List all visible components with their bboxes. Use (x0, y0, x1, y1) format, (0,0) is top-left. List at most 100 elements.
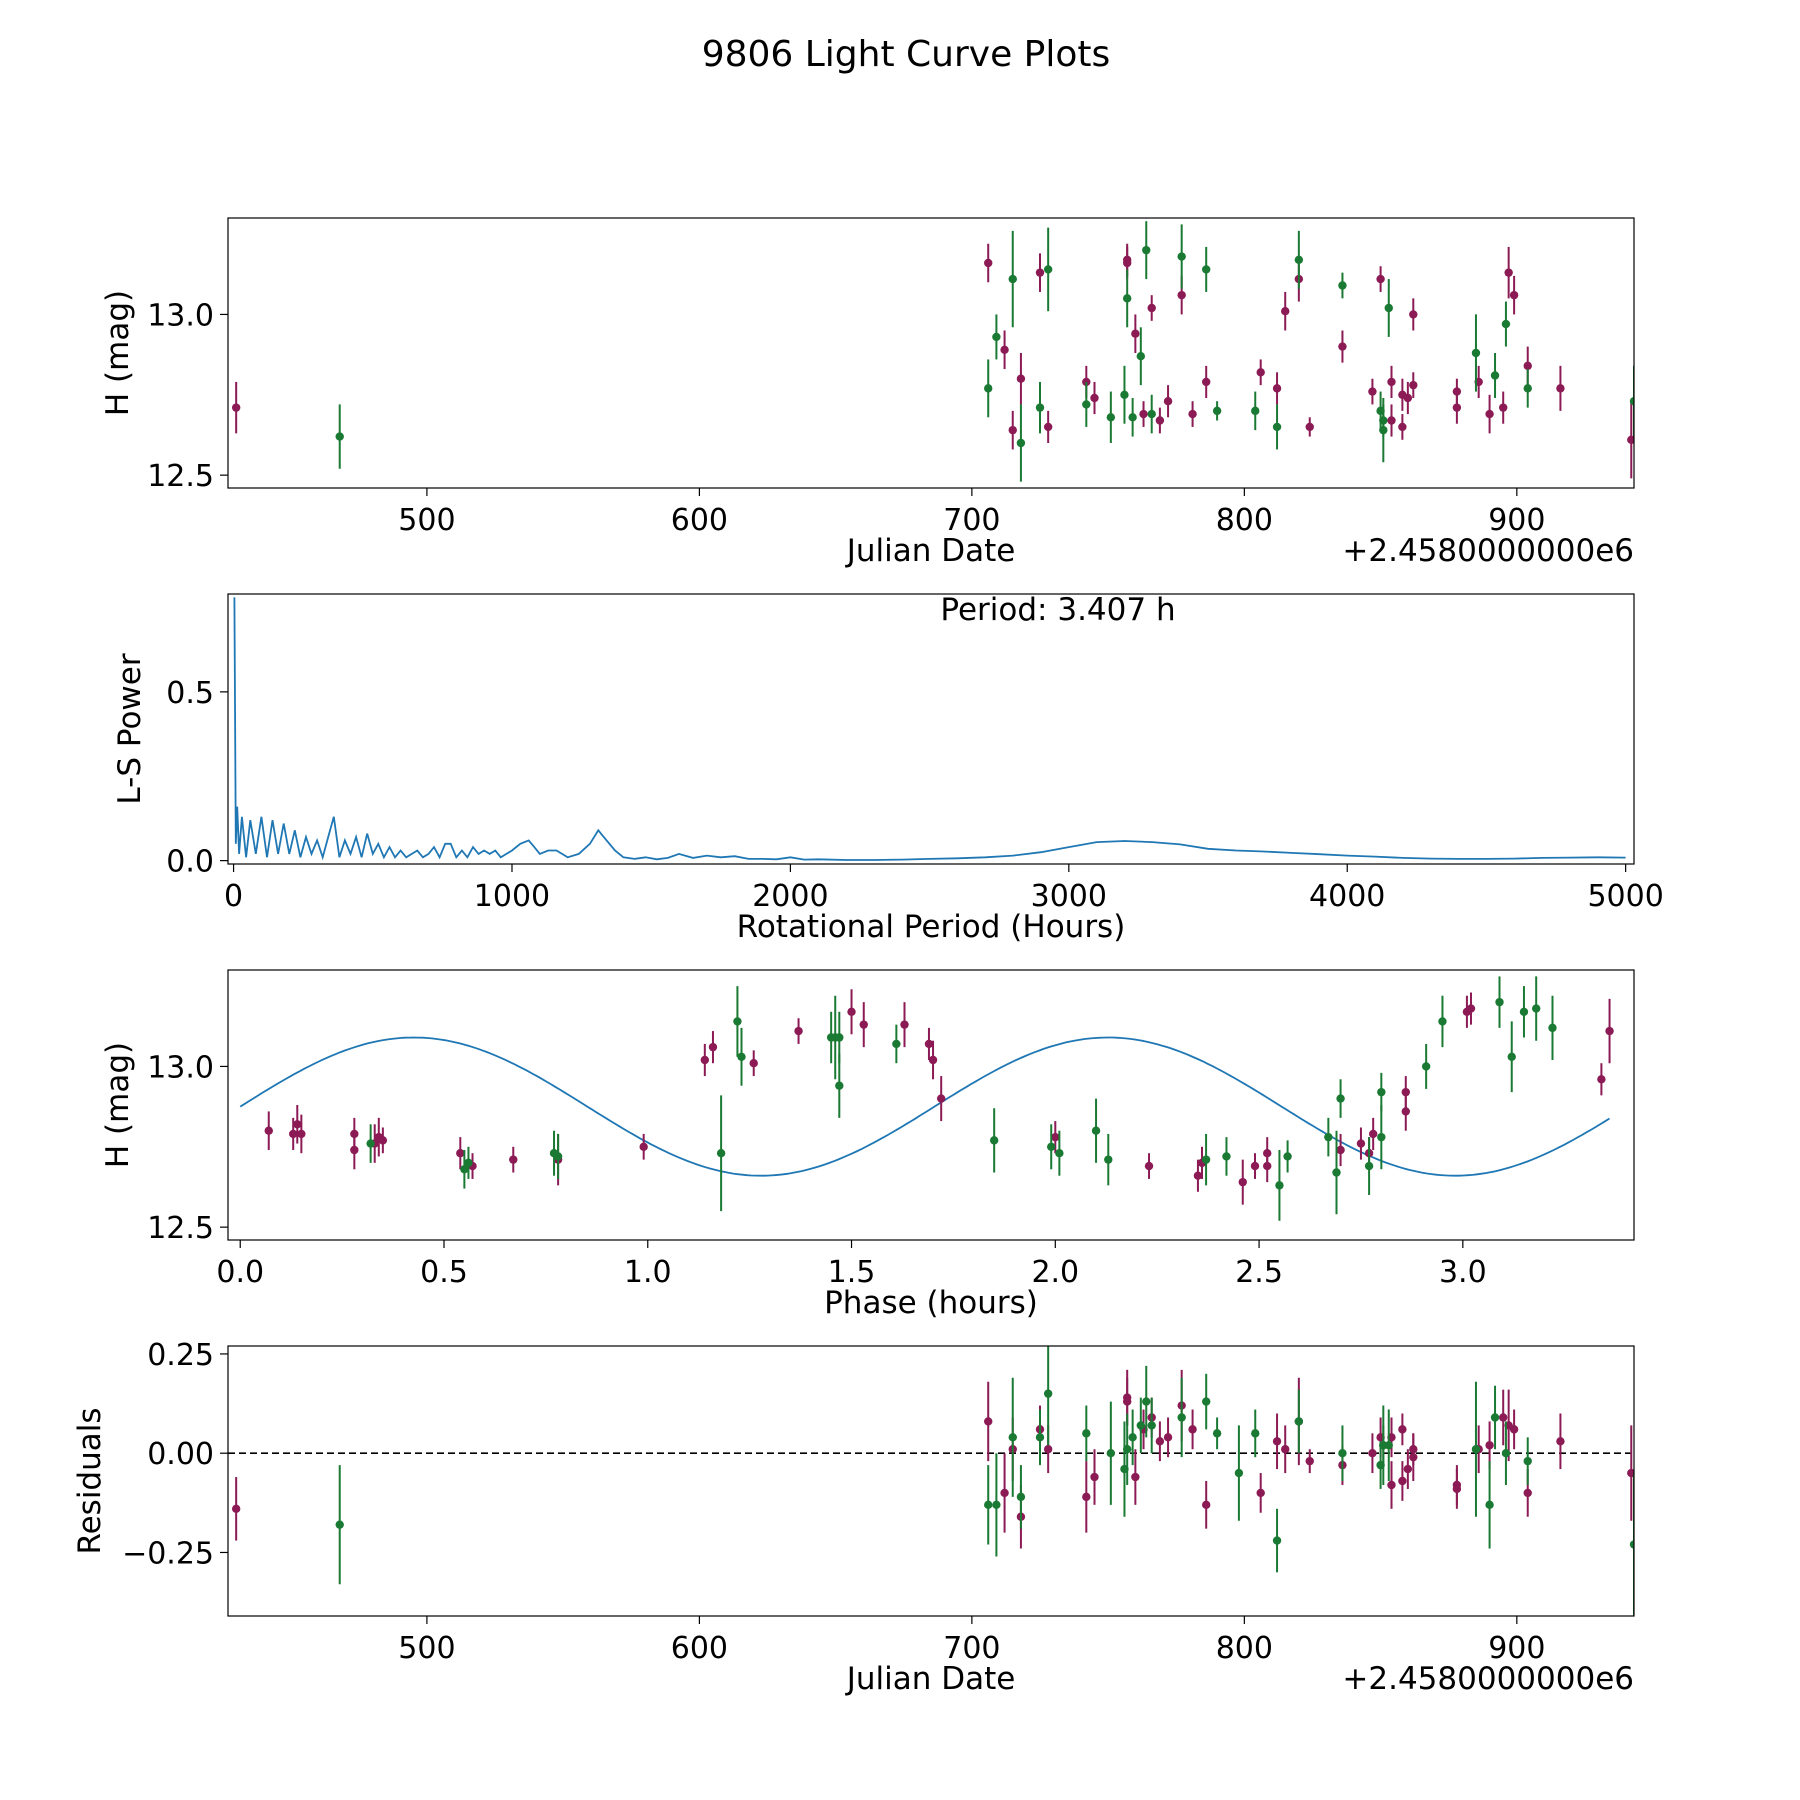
lightcurve-point-maroon (1281, 307, 1290, 316)
lightcurve-point-green (335, 432, 344, 441)
lightcurve-point-maroon (1368, 387, 1377, 396)
residuals-point-green (1106, 1449, 1116, 1458)
residuals-point-maroon (1627, 1468, 1634, 1478)
residuals-point-green (1338, 1449, 1347, 1458)
lightcurve-point-maroon (1523, 361, 1532, 371)
lightcurve-point-maroon (1188, 409, 1197, 419)
lightcurve-point-green (1384, 303, 1393, 313)
lightcurve-point-green (1136, 352, 1146, 361)
lightcurve-data-layer (231, 221, 1634, 482)
residuals-point-green (1251, 1429, 1260, 1438)
lightcurve-xtick-label: 800 (1216, 503, 1273, 538)
phased-point-green (737, 1052, 746, 1061)
lightcurve-point-green (1251, 406, 1260, 416)
lightcurve-point-green (1142, 245, 1151, 255)
lightcurve-point-maroon (1452, 387, 1462, 396)
phased-point-green (733, 1017, 742, 1026)
phased-point-maroon (1263, 1149, 1272, 1158)
lightcurve-point-maroon (1272, 384, 1282, 393)
residuals-point-green (1212, 1429, 1222, 1438)
phased-point-green (1377, 1087, 1386, 1097)
lightcurve-xtick-label: 600 (671, 503, 728, 538)
residuals-point-maroon (1163, 1433, 1173, 1442)
phased-point-green (1336, 1094, 1345, 1103)
lightcurve-point-maroon (1155, 416, 1165, 425)
lightcurve-xtick-label: 500 (398, 503, 455, 538)
lightcurve-xtick-label: 900 (1488, 503, 1545, 538)
lightcurve-point-green (1212, 406, 1222, 416)
residuals-point-green (1384, 1441, 1393, 1450)
lightcurve-point-maroon (1043, 422, 1053, 432)
phased-point-maroon (1144, 1161, 1154, 1171)
phased-point-maroon (924, 1039, 934, 1049)
lightcurve-panel: 500 600 700 800 900 12.5 13.0 Julian Date +2.4… (100, 217, 1635, 569)
phased-point-green (1055, 1149, 1064, 1158)
residuals-offset-text: +2.4580000000e6 (1342, 1661, 1634, 1697)
periodogram-panel: 0 1000 2000 3000 4000 5000 0.0 0.5 Period: 3.40… (112, 592, 1664, 945)
lightcurve-point-maroon (1485, 409, 1494, 419)
lightcurve-point-maroon (1376, 274, 1385, 284)
lightcurve-point-maroon (1131, 329, 1140, 338)
lightcurve-point-maroon (1409, 310, 1418, 319)
lightcurve-point-green (1043, 265, 1053, 274)
lightcurve-point-maroon (1403, 393, 1413, 403)
phased-point-green (1104, 1155, 1113, 1164)
phased-point-maroon (378, 1136, 388, 1145)
lightcurve-ylabel: H (mag) (100, 290, 136, 416)
figure-title: 9806 Light Curve Plots (702, 34, 1111, 75)
periodogram-plot-area (233, 597, 1626, 861)
residuals-point-green (1490, 1413, 1500, 1422)
phased-point-green (835, 1033, 844, 1042)
phased-point-maroon (1466, 1004, 1476, 1013)
residuals-point-green (1147, 1421, 1156, 1430)
lightcurve-frame (227, 217, 1635, 489)
phased-point-maroon (1193, 1171, 1203, 1180)
residuals-point-maroon (1452, 1484, 1462, 1494)
phased-point-green (366, 1139, 375, 1148)
residuals-data-layer (228, 1346, 1634, 1616)
residuals-point-green (1485, 1500, 1494, 1510)
lightcurve-point-green (1272, 422, 1282, 432)
residuals-point-green (1523, 1456, 1532, 1466)
residuals-ytick-label: 0.25 (147, 1338, 214, 1373)
residuals-point-green (1008, 1433, 1017, 1442)
phased-xtick-label: 2.5 (1235, 1255, 1283, 1290)
residuals-point-maroon (1387, 1480, 1396, 1490)
lightcurve-xtick-label: 700 (943, 503, 1000, 538)
phased-point-maroon (264, 1126, 273, 1135)
phased-ytick-label: 12.5 (147, 1211, 214, 1246)
residuals-point-maroon (1485, 1441, 1494, 1450)
residuals-point-maroon (1556, 1437, 1565, 1446)
residuals-ytick-label: −0.25 (122, 1536, 214, 1571)
periodogram-xtick-label: 4000 (1309, 879, 1385, 914)
phased-point-maroon (350, 1145, 359, 1155)
phased-plot-area (239, 976, 1614, 1221)
residuals-point-maroon (1122, 1397, 1132, 1406)
phased-point-maroon (847, 1007, 856, 1016)
lightcurve-point-green (1202, 265, 1211, 274)
lightcurve-ytick-label: 13.0 (147, 298, 214, 333)
residuals-plot-area (228, 1346, 1634, 1616)
residuals-point-maroon (1305, 1456, 1314, 1466)
residuals-point-green (1629, 1540, 1634, 1549)
lightcurve-point-maroon (1338, 342, 1347, 351)
phased-point-green (1275, 1181, 1284, 1190)
lightcurve-point-maroon (1008, 425, 1017, 435)
residuals-point-green (1142, 1397, 1151, 1406)
lightcurve-point-green (1294, 255, 1304, 264)
residuals-point-maroon (984, 1417, 993, 1426)
periodogram-frame (227, 593, 1635, 865)
residuals-point-maroon (1523, 1488, 1532, 1498)
lightcurve-ytick-label: 12.5 (147, 459, 214, 494)
residuals-point-maroon (1155, 1437, 1165, 1446)
phased-xtick-label: 1.0 (624, 1255, 672, 1290)
periodogram-ytick-label: 0.5 (166, 676, 214, 711)
lightcurve-point-green (1523, 384, 1532, 393)
residuals-point-maroon (231, 1504, 241, 1513)
lightcurve-point-maroon (1147, 303, 1156, 313)
phased-point-maroon (708, 1042, 718, 1052)
phased-point-maroon (1051, 1132, 1060, 1142)
phased-xtick-label: 0.0 (216, 1255, 264, 1290)
residuals-point-maroon (1202, 1500, 1211, 1510)
lightcurve-point-maroon (231, 403, 241, 412)
